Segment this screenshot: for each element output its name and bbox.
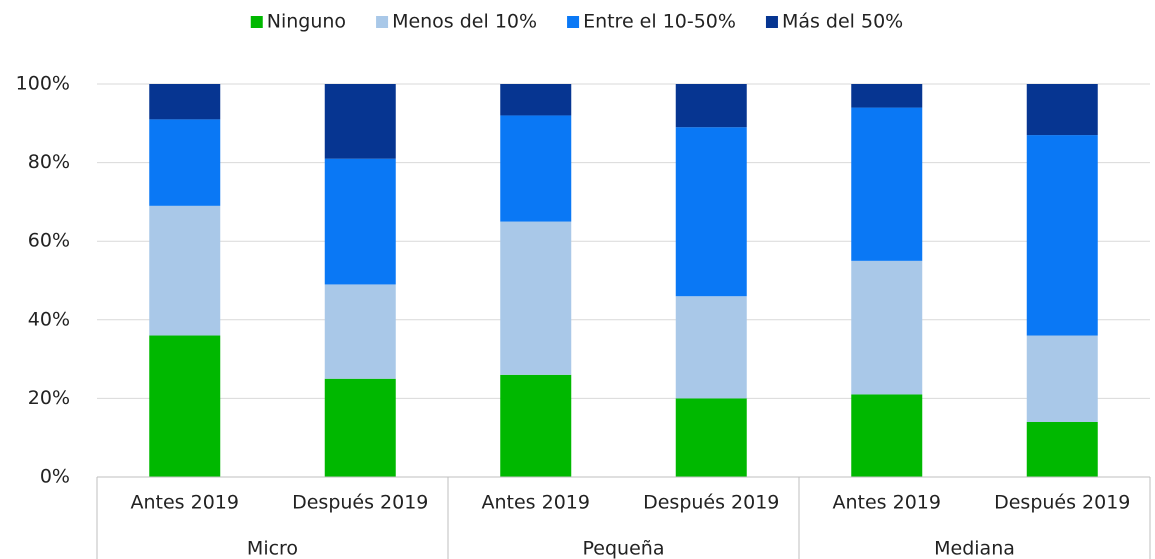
y-tick-label: 40% <box>28 308 70 330</box>
bar-segment <box>675 296 747 399</box>
y-tick-label: 60% <box>28 230 70 252</box>
bar-segment <box>1026 84 1098 136</box>
bar-segment <box>149 335 221 477</box>
bar-segment <box>675 127 747 297</box>
group-label: Mediana <box>934 538 1015 559</box>
bar-segment <box>149 84 221 120</box>
bar-segment <box>851 260 923 395</box>
legend-swatch <box>250 16 263 28</box>
group-label: Pequeña <box>583 538 665 559</box>
x-tick-label: Antes 2019 <box>131 492 239 514</box>
bar-segment <box>324 284 396 379</box>
y-tick-label: 100% <box>16 73 70 95</box>
bar-segment <box>324 158 396 285</box>
legend-label: Entre el 10-50% <box>583 11 736 33</box>
bar-segment <box>851 394 923 477</box>
bar-segment <box>500 115 572 222</box>
legend-label: Más del 50% <box>782 11 903 33</box>
bar-segment <box>500 221 572 375</box>
bar-segment <box>675 84 747 128</box>
y-tick-label: 20% <box>28 387 70 409</box>
y-tick-label: 0% <box>40 466 70 488</box>
bar-segment <box>1026 135 1098 336</box>
legend-label: Menos del 10% <box>392 11 537 33</box>
bar-segment <box>324 84 396 159</box>
bar-segment <box>500 374 572 477</box>
bar-segment <box>149 119 221 206</box>
legend-label: Ninguno <box>267 11 346 33</box>
x-tick-label: Antes 2019 <box>833 492 941 514</box>
bar-segment <box>324 378 396 477</box>
bar-segment <box>851 107 923 261</box>
bar-segment <box>149 205 221 336</box>
y-tick-label: 80% <box>28 151 70 173</box>
x-tick-label: Después 2019 <box>292 492 428 514</box>
legend-swatch <box>376 16 389 28</box>
bar-segment <box>1026 421 1098 477</box>
x-tick-label: Después 2019 <box>994 492 1130 514</box>
bar-segment <box>500 84 572 116</box>
bar-segment <box>851 84 923 108</box>
legend-swatch <box>765 16 778 28</box>
legend-swatch <box>567 16 580 28</box>
x-tick-label: Antes 2019 <box>482 492 590 514</box>
bar-segment <box>1026 335 1098 422</box>
bar-segment <box>675 398 747 477</box>
x-tick-label: Después 2019 <box>643 492 779 514</box>
group-label: Micro <box>247 538 298 559</box>
